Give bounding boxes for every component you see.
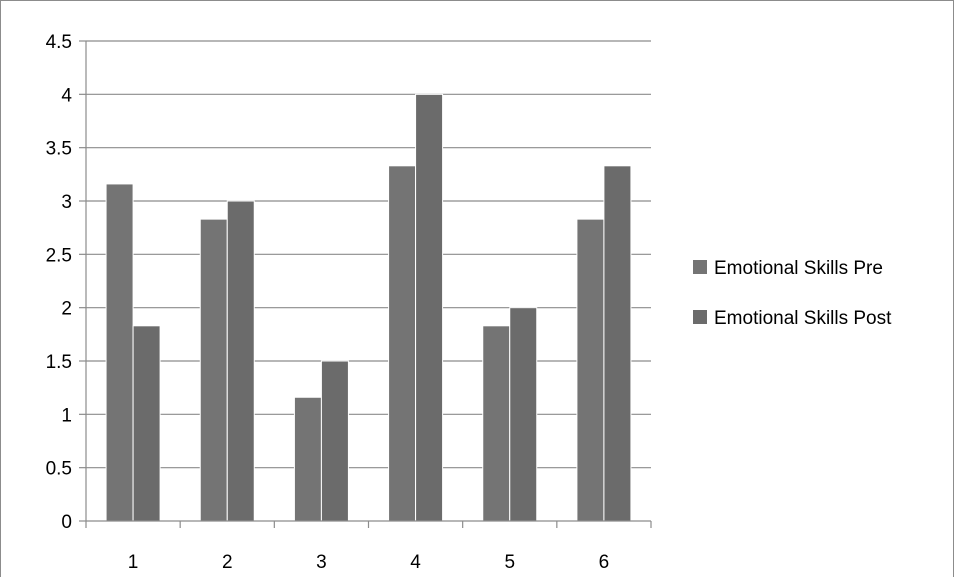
axes [79,40,652,528]
bar-pre [482,325,511,522]
y-tick-label: 1 [61,405,72,426]
y-tick-labels: 0 0.5 1 1.5 2 2.5 3 3.5 4 4.5 [46,32,73,533]
y-tick-label: 3.5 [46,139,72,160]
y-tick-label: 0 [61,512,72,533]
legend-label: Emotional Skills Post [714,308,892,329]
gridlines [86,40,651,469]
bar-pre [388,165,417,522]
x-tick-labels: 1 2 3 4 5 6 [128,552,609,573]
bar-pre [199,218,228,522]
y-tick-label: 2 [61,299,72,320]
y-tick-label: 2.5 [46,245,72,266]
bar-post [320,360,349,522]
y-tick-label: 0.5 [46,459,72,480]
legend-swatch [693,310,707,324]
y-tick-label: 4 [61,85,72,106]
bar-pre [293,396,322,522]
x-tick-label: 2 [222,552,233,573]
bar-post [132,325,161,522]
y-tick-label: 3 [61,192,72,213]
bar-pre [105,183,134,522]
x-tick-label: 6 [599,552,610,573]
bar-post [603,165,632,522]
x-tick-label: 4 [410,552,421,573]
legend-label: Emotional Skills Pre [714,258,883,279]
bar-post [509,307,538,522]
bars [105,93,632,522]
y-tick-label: 1.5 [46,352,72,373]
x-tick-label: 5 [504,552,515,573]
bar-pre [576,218,605,522]
legend-swatch [693,260,707,274]
bar-post [226,200,255,522]
legend: Emotional Skills Pre Emotional Skills Pos… [693,258,892,329]
x-tick-label: 3 [316,552,327,573]
x-tick-label: 1 [128,552,139,573]
y-tick-label: 4.5 [46,32,72,53]
bar-post [415,93,444,522]
